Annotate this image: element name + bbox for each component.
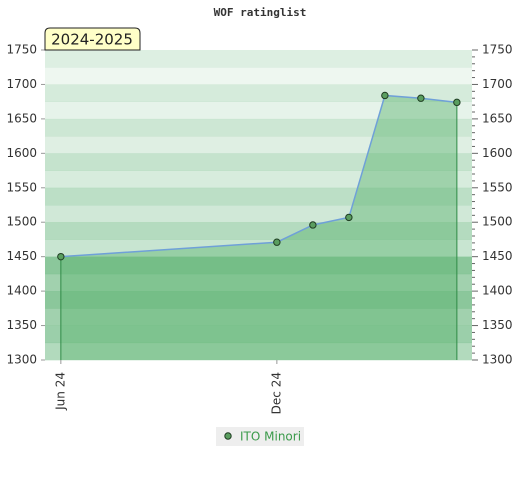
y2-tick-label: 1750 [482, 43, 513, 57]
background-band [45, 205, 472, 223]
annotation-box [44, 27, 141, 51]
y2-tick-label: 1350 [482, 318, 513, 332]
y-tick-label: 1700 [6, 77, 37, 91]
background-band [45, 325, 472, 344]
y-tick-label: 1500 [6, 215, 37, 229]
y2-tick-label: 1300 [482, 353, 513, 367]
background-band [45, 273, 472, 292]
y2-tick-label: 1650 [482, 111, 513, 125]
y-tick-label: 1650 [6, 111, 37, 125]
y2-tick-label: 1400 [482, 284, 513, 298]
area [60, 95, 457, 360]
y-tick-label: 1450 [6, 249, 37, 263]
background-band [45, 67, 472, 85]
y2-tick-label: 1600 [482, 146, 513, 160]
background-band [45, 153, 472, 171]
x-tick-label: Dec 24 [269, 372, 283, 414]
y-tick-label: 1750 [6, 43, 37, 57]
legend-marker [224, 432, 232, 440]
background-band [45, 187, 472, 206]
point [453, 98, 461, 107]
y-tick-label: 1600 [6, 146, 37, 160]
background-band [45, 308, 472, 326]
point [273, 238, 281, 246]
background-band [45, 342, 472, 361]
background-band [45, 291, 472, 309]
y2-tick-label: 1500 [482, 215, 513, 229]
background-band [45, 170, 472, 189]
legend-box [216, 427, 304, 446]
y2-tick-label: 1700 [482, 77, 513, 91]
y2-tick-label: 1550 [482, 180, 513, 194]
background-band [45, 84, 472, 102]
y-tick-label: 1550 [6, 180, 37, 194]
y2-tick-label: 1450 [482, 249, 513, 263]
point [381, 91, 389, 100]
background-band [45, 50, 472, 68]
background-band [45, 101, 472, 120]
point [345, 213, 353, 222]
point [57, 252, 65, 261]
y-tick-label: 1300 [6, 353, 37, 367]
background-band [45, 239, 472, 257]
legend-label: ITO Minori [240, 430, 301, 444]
annotation: 2024-2025 [51, 31, 133, 49]
x-tick-label: Jun 24 [53, 372, 67, 411]
background-band [45, 118, 472, 137]
background-band [45, 256, 472, 275]
background-band [45, 136, 472, 154]
point [309, 221, 317, 229]
chart-title: WOF ratinglist [214, 6, 307, 19]
y-tick-label: 1350 [6, 318, 37, 332]
point [417, 94, 425, 102]
background-band [45, 222, 472, 240]
y-tick-label: 1400 [6, 284, 37, 298]
